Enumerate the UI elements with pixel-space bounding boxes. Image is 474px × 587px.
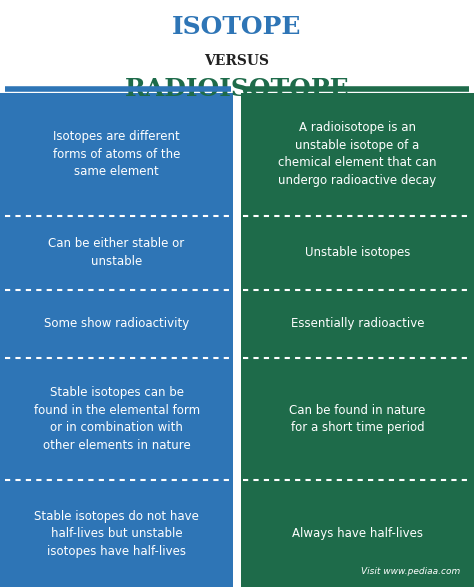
Text: Can be found in nature
for a short time period: Can be found in nature for a short time …: [289, 404, 426, 434]
Text: Unstable isotopes: Unstable isotopes: [305, 246, 410, 259]
Text: Always have half-lives: Always have half-lives: [292, 527, 423, 540]
Text: ISOTOPE: ISOTOPE: [173, 15, 301, 39]
Text: Some show radioactivity: Some show radioactivity: [44, 317, 189, 330]
Bar: [241, 290, 474, 357]
Text: Can be either stable or
unstable: Can be either stable or unstable: [48, 237, 185, 268]
Bar: [241, 215, 474, 290]
Text: A radioisotope is an
unstable isotope of a
chemical element that can
undergo rad: A radioisotope is an unstable isotope of…: [278, 122, 437, 187]
Bar: [0, 93, 233, 215]
Bar: [241, 93, 474, 215]
Text: Stable isotopes can be
found in the elemental form
or in combination with
other : Stable isotopes can be found in the elem…: [34, 386, 200, 452]
Text: Essentially radioactive: Essentially radioactive: [291, 317, 424, 330]
Text: Visit www.pediaa.com: Visit www.pediaa.com: [361, 568, 460, 576]
Bar: [241, 480, 474, 587]
Bar: [241, 357, 474, 480]
Text: VERSUS: VERSUS: [204, 54, 270, 68]
Text: Isotopes are different
forms of atoms of the
same element: Isotopes are different forms of atoms of…: [53, 130, 180, 178]
Bar: [0, 215, 233, 290]
Text: Stable isotopes do not have
half-lives but unstable
isotopes have half-lives: Stable isotopes do not have half-lives b…: [34, 510, 199, 558]
Text: RADIOISOTOPE: RADIOISOTOPE: [125, 77, 349, 102]
Bar: [0, 480, 233, 587]
Bar: [0, 290, 233, 357]
Bar: [0, 357, 233, 480]
